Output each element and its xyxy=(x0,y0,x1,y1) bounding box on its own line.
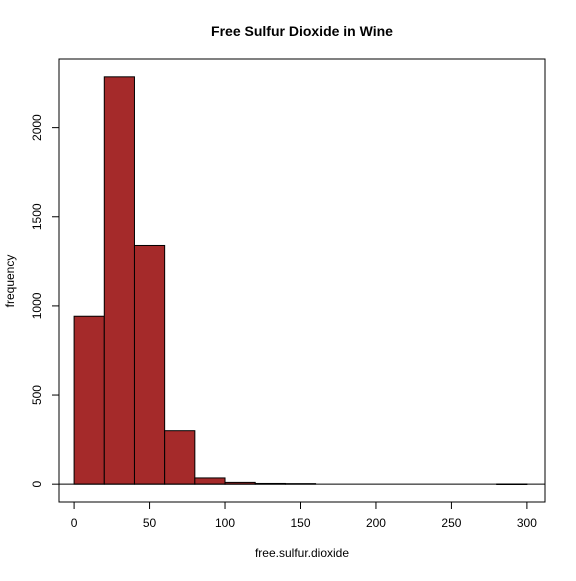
x-tick-label-50: 50 xyxy=(143,516,157,530)
x-tick-label-0: 0 xyxy=(71,516,78,530)
histogram-bar-20-40 xyxy=(103,76,135,485)
histogram-bar-80-100 xyxy=(194,477,226,485)
histogram-bar-60-80 xyxy=(164,430,196,485)
x-tick-label-300: 300 xyxy=(517,516,537,530)
bars-group xyxy=(73,76,528,485)
x-tick-label-200: 200 xyxy=(366,516,386,530)
x-tick-label-100: 100 xyxy=(215,516,235,530)
x-axis: 0 50 100 150 200 250 300 xyxy=(71,501,537,530)
y-tick-label-1000: 1000 xyxy=(30,292,44,319)
y-tick-label-0: 0 xyxy=(30,481,44,488)
histogram-bar-0-20 xyxy=(73,315,105,485)
y-tick-label-500: 500 xyxy=(30,385,44,405)
x-axis-label: free.sulfur.dioxide xyxy=(255,546,349,560)
y-tick-label-1500: 1500 xyxy=(30,203,44,230)
histogram-bar-40-60 xyxy=(133,244,166,485)
y-axis-label: frequency xyxy=(3,255,17,308)
x-tick-label-150: 150 xyxy=(290,516,310,530)
y-tick-label-2000: 2000 xyxy=(30,114,44,141)
y-axis: 0 500 1000 1500 2000 xyxy=(30,114,60,488)
x-tick-label-250: 250 xyxy=(441,516,461,530)
chart-title: Free Sulfur Dioxide in Wine xyxy=(211,23,393,39)
